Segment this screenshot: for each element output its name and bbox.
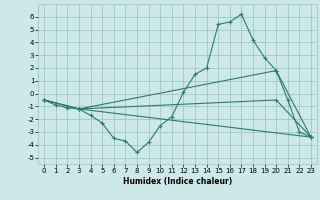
X-axis label: Humidex (Indice chaleur): Humidex (Indice chaleur): [123, 177, 232, 186]
